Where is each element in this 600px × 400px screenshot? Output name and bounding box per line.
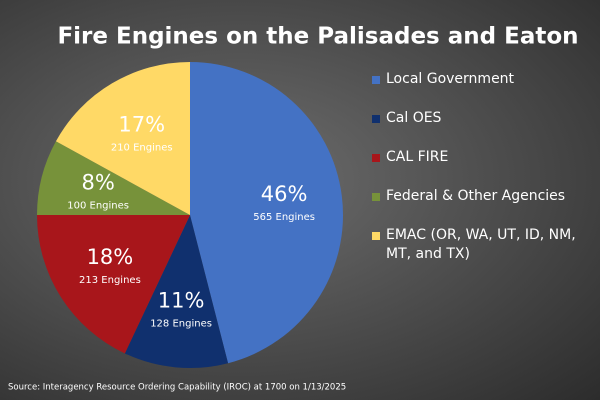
value-label: 18% bbox=[87, 245, 134, 269]
legend-label: Cal OES bbox=[386, 110, 442, 126]
engine-label: 100 Engines bbox=[67, 200, 129, 211]
value-label: 46% bbox=[261, 182, 308, 206]
legend-swatch bbox=[372, 154, 380, 162]
engine-label: 213 Engines bbox=[79, 275, 141, 286]
pie-slice bbox=[55, 62, 190, 215]
legend-swatch bbox=[372, 193, 380, 201]
engine-label: 210 Engines bbox=[111, 142, 173, 153]
engine-label: 128 Engines bbox=[150, 318, 212, 329]
legend: Local Government Cal OES CAL FIRE Federal &… bbox=[372, 70, 597, 284]
legend-item: CAL FIRE bbox=[372, 148, 597, 167]
legend-label: Federal & Other Agencies bbox=[386, 188, 566, 204]
legend-item: Federal & Other Agencies bbox=[372, 187, 597, 206]
pie-slice bbox=[190, 62, 344, 364]
value-label: 17% bbox=[118, 112, 165, 136]
legend-swatch bbox=[372, 115, 380, 123]
pie-slice bbox=[37, 141, 190, 215]
legend-swatch bbox=[372, 76, 380, 84]
value-label: 8% bbox=[81, 170, 114, 194]
legend-item: EMAC (OR, WA, UT, ID, NM, MT, and TX) bbox=[372, 226, 597, 264]
legend-label: EMAC (OR, WA, UT, ID, NM, MT, and TX) bbox=[386, 227, 576, 262]
value-label: 11% bbox=[158, 288, 205, 312]
legend-label: Local Government bbox=[386, 71, 515, 87]
legend-label: CAL FIRE bbox=[386, 149, 449, 165]
source: Source: Interagency Resource Ordering Ca… bbox=[8, 383, 346, 393]
legend-swatch bbox=[372, 232, 380, 240]
chart-title: Fire Engines on the Palisades and Eaton bbox=[57, 24, 578, 50]
legend-item: Local Government bbox=[372, 70, 597, 89]
pie-slice bbox=[37, 215, 190, 354]
engine-label: 565 Engines bbox=[253, 212, 315, 223]
pie-slice bbox=[124, 215, 229, 368]
legend-item: Cal OES bbox=[372, 109, 597, 128]
